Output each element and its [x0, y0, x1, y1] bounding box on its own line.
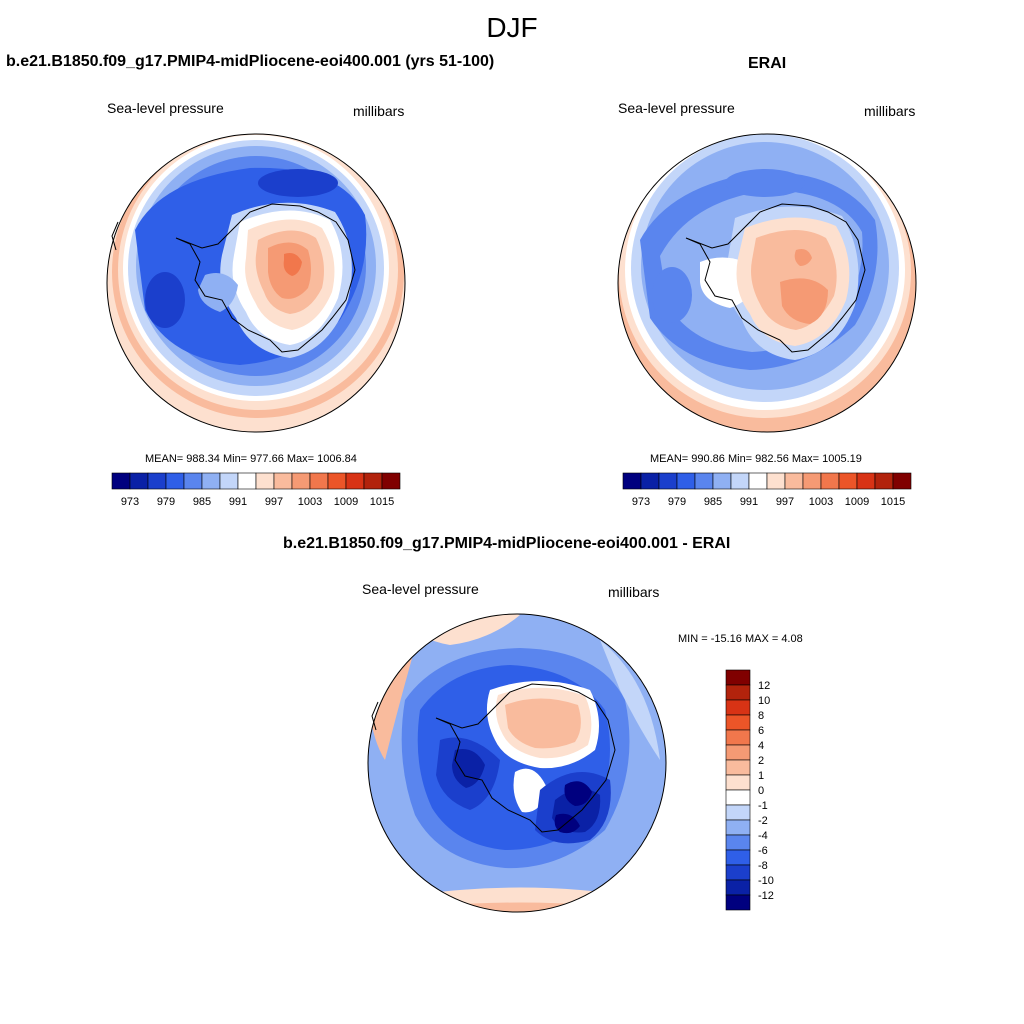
- colorbar-tick-label: 991: [229, 496, 247, 508]
- colorbar-tick-label: 973: [632, 496, 650, 508]
- colorbar-box: [725, 669, 751, 686]
- colorbar-box: [291, 472, 311, 490]
- colorbar-box: [255, 472, 275, 490]
- colorbar-tick-label: -6: [758, 845, 768, 857]
- colorbar-box: [856, 472, 876, 490]
- colorbar-tick-label: 1: [758, 770, 764, 782]
- panel2-title: ERAI: [748, 55, 787, 72]
- panel2-units-label: millibars: [864, 103, 916, 119]
- colorbar-box: [273, 472, 293, 490]
- panel1-units-label: millibars: [353, 103, 405, 119]
- colorbar-tick-label: 2: [758, 755, 764, 767]
- colorbar-tick-label: 997: [776, 496, 794, 508]
- colorbar-box: [712, 472, 732, 490]
- colorbar-tick-label: 1015: [370, 496, 394, 508]
- colorbar-box: [183, 472, 203, 490]
- colorbar-box: [730, 472, 750, 490]
- colorbar-box: [147, 472, 167, 490]
- colorbar-panel1: 973 979 985 991 997 1003 1009 1015: [111, 472, 401, 508]
- colorbar-box: [725, 804, 751, 821]
- colorbar-tick-label: 973: [121, 496, 139, 508]
- colorbar-box: [892, 472, 912, 490]
- colorbar-tick-label: -2: [758, 815, 768, 827]
- colorbar-box: [725, 879, 751, 896]
- colorbar-box: [725, 819, 751, 836]
- colorbar-box: [725, 894, 751, 911]
- colorbar-box: [725, 714, 751, 731]
- colorbar-tick-label: -10: [758, 875, 774, 887]
- colorbar-box: [676, 472, 696, 490]
- colorbar-box: [874, 472, 894, 490]
- colorbar-panel2: 973 979 985 991 997 1003 1009 1015: [622, 472, 912, 508]
- figure-title: DJF: [486, 12, 538, 43]
- colorbar-box: [802, 472, 822, 490]
- colorbar-tick-label: 991: [740, 496, 758, 508]
- colorbar-box: [725, 699, 751, 716]
- colorbar-box: [111, 472, 131, 490]
- colorbar-tick-label: 1009: [845, 496, 869, 508]
- colorbar-box: [363, 472, 383, 490]
- colorbar-box: [725, 849, 751, 866]
- colorbar-box: [309, 472, 329, 490]
- colorbar-box: [201, 472, 221, 490]
- panel1-variable-label: Sea-level pressure: [107, 100, 224, 116]
- panel2-variable-label: Sea-level pressure: [618, 100, 735, 116]
- colorbar-tick-label: 6: [758, 725, 764, 737]
- colorbar-tick-label: -4: [758, 830, 768, 842]
- colorbar-tick-label: 8: [758, 710, 764, 722]
- colorbar-tick-label: 985: [193, 496, 211, 508]
- colorbar-tick-label: 985: [704, 496, 722, 508]
- colorbar-box: [725, 774, 751, 791]
- colorbar-box: [820, 472, 840, 490]
- colorbar-tick-label: 979: [157, 496, 175, 508]
- colorbar-box: [725, 759, 751, 776]
- colorbar-box: [748, 472, 768, 490]
- colorbar-tick-label: 1003: [298, 496, 322, 508]
- colorbar-box: [725, 684, 751, 701]
- colorbar-tick-label: 979: [668, 496, 686, 508]
- colorbar-box: [694, 472, 714, 490]
- colorbar-box: [381, 472, 401, 490]
- colorbar-box: [165, 472, 185, 490]
- colorbar-box: [838, 472, 858, 490]
- colorbar-box: [622, 472, 642, 490]
- colorbar-tick-label: 12: [758, 680, 770, 692]
- panel2-stats: MEAN= 990.86 Min= 982.56 Max= 1005.19: [650, 453, 862, 465]
- colorbar-box: [725, 834, 751, 851]
- map-panel2: [617, 133, 917, 433]
- colorbar-box: [129, 472, 149, 490]
- colorbar-tick-label: 1003: [809, 496, 833, 508]
- colorbar-box: [725, 789, 751, 806]
- colorbar-box: [327, 472, 347, 490]
- colorbar-tick-label: 4: [758, 740, 764, 752]
- map-panel1: [106, 133, 406, 433]
- panel3-units-label: millibars: [608, 584, 660, 600]
- colorbar-tick-label: 1009: [334, 496, 358, 508]
- colorbar-box: [725, 729, 751, 746]
- colorbar-tick-label: 10: [758, 695, 770, 707]
- panel3-variable-label: Sea-level pressure: [362, 581, 479, 597]
- panel3-stats: MIN = -15.16 MAX = 4.08: [678, 633, 803, 645]
- colorbar-box: [345, 472, 365, 490]
- panel1-stats: MEAN= 988.34 Min= 977.66 Max= 1006.84: [145, 453, 357, 465]
- colorbar-box: [725, 744, 751, 761]
- colorbar-tick-label: 0: [758, 785, 764, 797]
- colorbar-box: [658, 472, 678, 490]
- colorbar-box: [640, 472, 660, 490]
- panel3-title: b.e21.B1850.f09_g17.PMIP4-midPliocene-eo…: [283, 535, 731, 552]
- colorbar-tick-label: -1: [758, 800, 768, 812]
- panel1-title: b.e21.B1850.f09_g17.PMIP4-midPliocene-eo…: [6, 53, 495, 70]
- colorbar-tick-label: -8: [758, 860, 768, 872]
- colorbar-box: [237, 472, 257, 490]
- colorbar-tick-label: -12: [758, 890, 774, 902]
- colorbar-box: [784, 472, 804, 490]
- map-panel3: [367, 613, 667, 913]
- colorbar-tick-label: 997: [265, 496, 283, 508]
- colorbar-tick-label: 1015: [881, 496, 905, 508]
- colorbar-box: [766, 472, 786, 490]
- colorbar-box: [725, 864, 751, 881]
- colorbar-box: [219, 472, 239, 490]
